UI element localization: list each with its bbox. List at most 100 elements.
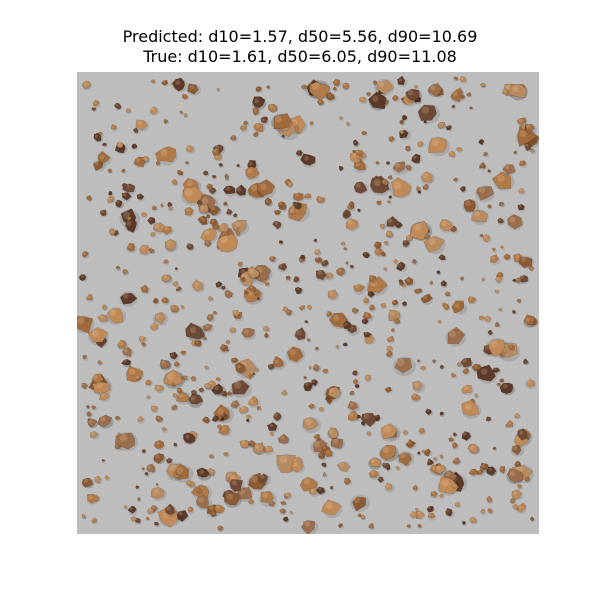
particle-highlight <box>217 408 225 415</box>
particle <box>114 432 136 450</box>
particle <box>224 173 229 178</box>
particle-highlight <box>93 101 97 104</box>
particle-highlight <box>414 382 419 387</box>
particle <box>91 405 96 410</box>
particle <box>480 462 489 471</box>
particle <box>86 493 99 504</box>
particle-highlight <box>231 480 237 486</box>
particle <box>515 277 522 284</box>
particle-highlight <box>269 501 273 504</box>
particle-highlight <box>440 255 443 258</box>
particle <box>172 393 178 398</box>
particle <box>523 358 528 364</box>
particle-highlight <box>167 459 170 462</box>
particle <box>374 414 381 422</box>
particle-highlight <box>285 493 288 497</box>
particle-highlight <box>99 154 105 160</box>
particle <box>134 374 140 380</box>
particle-highlight <box>428 513 432 517</box>
particle <box>171 404 178 411</box>
particle <box>248 373 254 378</box>
particle-highlight <box>462 432 467 436</box>
particle <box>231 379 250 395</box>
particle <box>437 121 445 129</box>
particle <box>456 146 463 152</box>
particle-highlight <box>167 372 175 380</box>
particle-highlight <box>188 245 191 248</box>
particle-highlight <box>343 83 346 87</box>
particle <box>163 118 169 125</box>
particle <box>210 510 217 516</box>
particle-highlight <box>412 394 416 398</box>
particle <box>152 222 166 233</box>
particle-highlight <box>365 375 368 379</box>
particle-highlight <box>329 387 335 393</box>
particle-highlight <box>160 148 168 156</box>
particle <box>289 207 296 214</box>
particle-highlight <box>207 469 211 473</box>
particle <box>439 454 444 458</box>
particle <box>185 480 193 485</box>
particle <box>144 471 149 476</box>
particle <box>363 331 372 338</box>
particle-highlight <box>116 444 119 447</box>
particle <box>153 453 165 464</box>
particle <box>288 202 308 222</box>
particle-highlight <box>126 220 132 226</box>
particle <box>155 415 164 422</box>
particle <box>427 458 435 466</box>
particle <box>117 432 121 436</box>
particle-highlight <box>115 104 119 107</box>
particle-highlight <box>143 157 146 160</box>
particle <box>425 408 432 416</box>
particle <box>342 82 350 90</box>
particle-highlight <box>352 153 357 158</box>
particle-highlight <box>176 286 180 290</box>
particle <box>368 523 374 529</box>
particle <box>207 296 214 301</box>
particle-highlight <box>123 359 127 363</box>
particle <box>452 457 461 465</box>
particle <box>132 127 139 134</box>
particle-highlight <box>329 291 334 296</box>
particle-highlight <box>310 488 315 492</box>
particle <box>369 304 375 311</box>
particle <box>161 79 169 86</box>
particle-highlight <box>205 240 209 244</box>
particle <box>383 267 387 271</box>
particle-highlight <box>171 305 175 309</box>
particle <box>523 314 535 325</box>
particle <box>347 400 359 411</box>
particle <box>214 504 225 514</box>
particle <box>174 463 189 480</box>
particle-highlight <box>294 277 297 280</box>
particle-highlight <box>356 150 359 153</box>
particle <box>163 259 169 264</box>
particle-highlight <box>94 160 100 166</box>
particle <box>211 415 219 422</box>
particle <box>417 104 437 121</box>
particle <box>294 327 306 341</box>
particle-highlight <box>89 419 93 423</box>
particle-highlight <box>91 431 95 435</box>
particle-highlight <box>221 391 225 395</box>
particle-highlight <box>512 445 518 451</box>
particle-highlight <box>146 380 149 383</box>
particle <box>439 411 444 416</box>
particle <box>219 343 229 352</box>
particle-highlight <box>294 192 299 197</box>
particle-highlight <box>509 470 516 477</box>
particle <box>241 327 255 338</box>
particle-highlight <box>503 89 506 92</box>
particle <box>222 185 236 195</box>
particle <box>231 357 239 364</box>
particle-highlight <box>446 509 450 513</box>
particle-highlight <box>296 330 301 335</box>
particle <box>413 288 421 294</box>
particle <box>432 456 438 461</box>
particle <box>154 311 166 325</box>
particle <box>324 449 333 457</box>
particle <box>435 464 446 474</box>
particle <box>165 503 175 516</box>
particle <box>397 75 406 86</box>
